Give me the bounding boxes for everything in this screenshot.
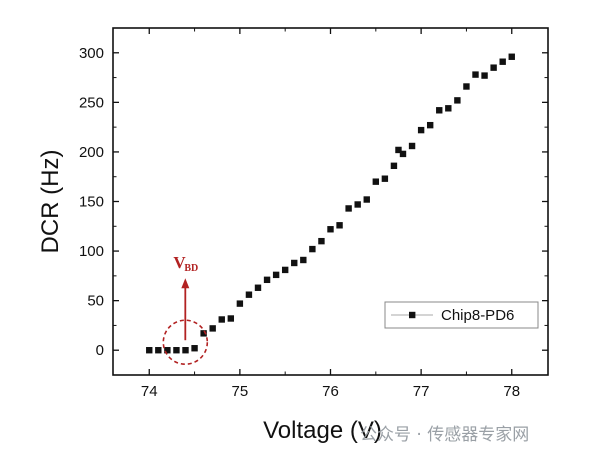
data-point: [436, 107, 443, 114]
data-point: [263, 276, 271, 284]
legend-marker: [409, 311, 416, 319]
x-tick-label: 74: [141, 383, 158, 400]
data-point: [426, 121, 434, 129]
data-point: [209, 325, 216, 332]
data-point: [200, 330, 207, 337]
y-tick-label: 150: [79, 194, 104, 211]
data-point: [272, 271, 280, 279]
data-point: [245, 291, 253, 298]
data-point: [463, 83, 470, 90]
y-tick-label: 50: [87, 293, 104, 310]
watermark-text: 公众号 · 传感器专家网: [360, 425, 529, 445]
data-point: [291, 259, 298, 267]
data-point: [173, 347, 180, 354]
data-point: [218, 316, 225, 323]
data-point: [408, 142, 416, 150]
x-tick-label: 76: [322, 383, 339, 400]
x-tick-label: 78: [503, 383, 520, 400]
data-point: [300, 256, 307, 264]
plot-area: 74 75 76 77 78 0 50 100 150 200 250 300 Voltage (V) D…: [37, 27, 549, 445]
breakdown-label-subscript: BD: [184, 263, 198, 274]
data-point: [254, 284, 262, 291]
data-point: [327, 226, 334, 233]
y-tick-label: 0: [96, 342, 104, 359]
data-point: [182, 347, 189, 354]
legend-label: Chip8-PD6: [441, 307, 514, 324]
y-tick-label: 300: [79, 45, 104, 62]
data-point: [417, 126, 425, 134]
breakdown-arrowhead: [181, 278, 190, 289]
breakdown-circle: [162, 319, 209, 366]
data-point: [445, 105, 452, 112]
data-point: [146, 347, 153, 354]
data-point: [454, 97, 461, 104]
data-point: [309, 245, 316, 253]
data-point: [191, 345, 198, 352]
data-point: [354, 201, 361, 208]
x-axis-title: Voltage (V): [263, 417, 382, 444]
y-axis-title: DCR (Hz): [37, 150, 64, 254]
data-point: [318, 237, 325, 245]
data-point: [395, 146, 402, 154]
data-point: [281, 266, 289, 274]
data-point: [499, 58, 506, 65]
x-tick-label: 75: [232, 383, 249, 400]
data-point: [390, 162, 398, 170]
data-point: [490, 64, 497, 71]
data-point: [227, 315, 235, 322]
x-tick-label: 77: [413, 383, 430, 400]
data-point: [336, 222, 343, 229]
y-tick-label: 200: [79, 144, 104, 161]
data-point: [155, 347, 162, 354]
data-point: [345, 205, 352, 212]
data-point: [399, 150, 407, 158]
data-point: [481, 72, 488, 79]
data-point: [381, 175, 389, 182]
data-point: [236, 300, 244, 307]
data-point: [508, 53, 515, 60]
data-point: [363, 196, 370, 203]
y-tick-label: 250: [79, 94, 104, 111]
data-point: [472, 71, 479, 78]
data-point: [372, 178, 380, 185]
data-point: [164, 347, 171, 354]
breakdown-label: V: [173, 253, 186, 272]
y-tick-label: 100: [79, 243, 104, 260]
